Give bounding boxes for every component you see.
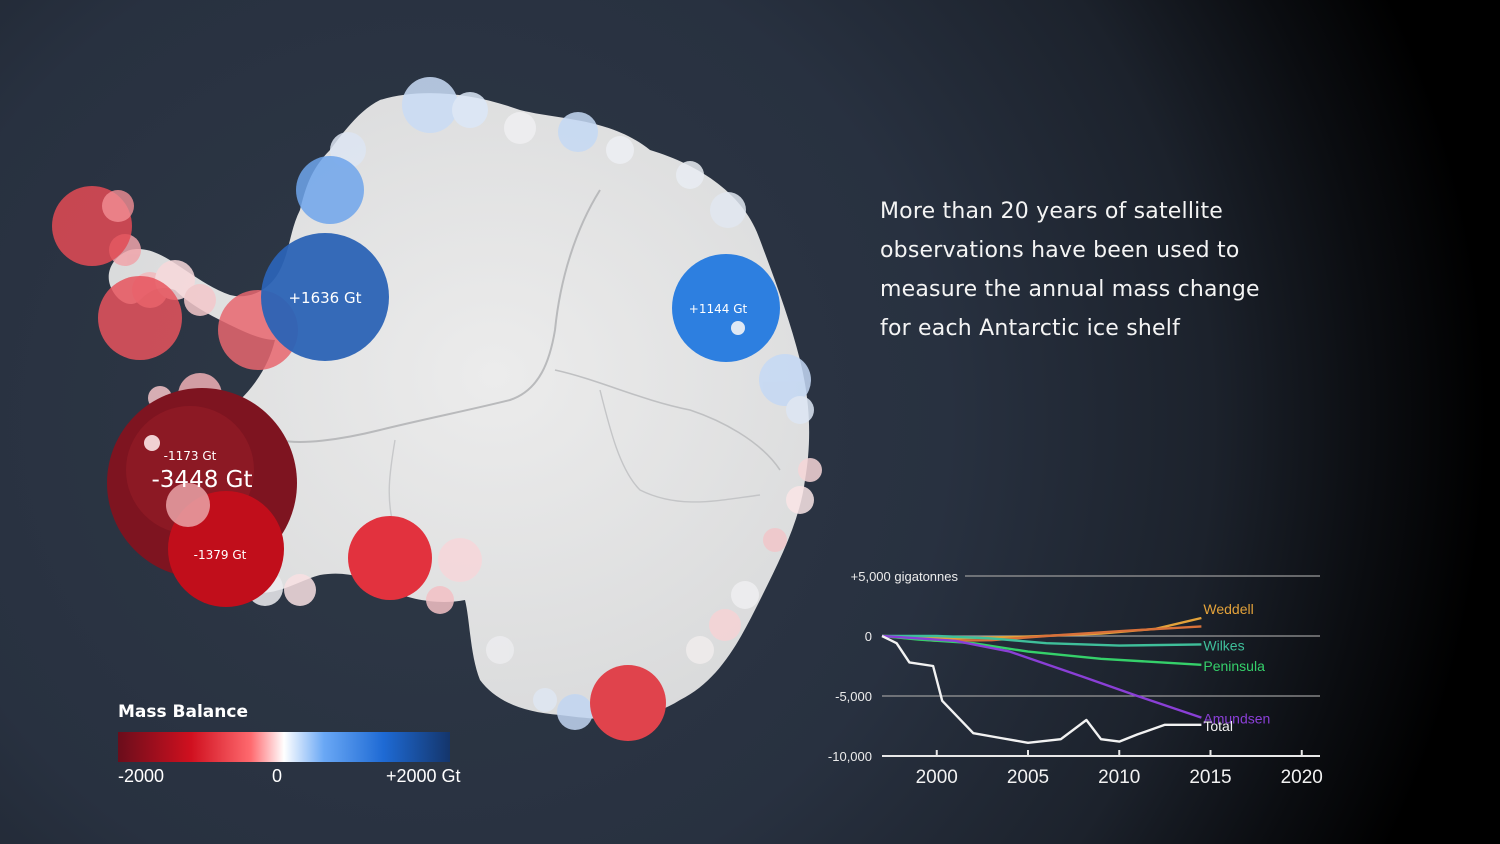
chart-y-tick-label: -10,000 <box>828 749 872 764</box>
headline-line-2: observations have been used to <box>880 238 1240 263</box>
headline-line-3: measure the annual mass change <box>880 277 1260 302</box>
bubble-larsen <box>98 276 182 360</box>
bubble-wilkes <box>590 665 666 741</box>
legend-color-scale <box>118 732 450 762</box>
chart-y-tick-label: 0 <box>865 629 872 644</box>
major-bubbles <box>52 156 780 741</box>
bubble-label-getz: -1379 Gt <box>194 548 247 562</box>
chart-x-tick-label: 2010 <box>1098 767 1140 788</box>
chart-series-line-total <box>881 634 1202 744</box>
ice-divide-line <box>279 189 601 443</box>
headline-line-1: More than 20 years of satellite <box>880 199 1224 224</box>
headline-text: More than 20 years of satellite observat… <box>880 192 1320 348</box>
legend-title: Mass Balance <box>118 702 248 722</box>
bubble-weddell-east <box>296 156 364 224</box>
ice-divide-line-2 <box>554 369 781 471</box>
mass-balance-legend: Mass Balance -2000 0 +2000 Gt <box>118 702 488 792</box>
headline-line-4: for each Antarctic ice shelf <box>880 316 1181 341</box>
chart-series-label-amundsen: Amundsen <box>1203 711 1270 727</box>
bubble-label-filchner: +1636 Gt <box>288 289 361 307</box>
chart-series-label-peninsula: Peninsula <box>1203 658 1265 674</box>
bubble-label-amundsen: -3448 Gt <box>152 467 253 493</box>
chart-x-tick-label: 2020 <box>1281 767 1323 788</box>
legend-mid-label: 0 <box>272 766 283 786</box>
chart-y-tick-label: +5,000 gigatonnes <box>851 569 959 584</box>
chart-x-tick-label: 2015 <box>1189 767 1231 788</box>
chart-y-tick-label: -5,000 <box>835 689 872 704</box>
bubble-ross <box>348 516 432 600</box>
legend-max-label: +2000 Gt <box>386 766 461 786</box>
bubble-label-pine: -1173 Gt <box>164 449 217 463</box>
chart-series-label-weddell: Weddell <box>1203 601 1253 617</box>
bubble-label-amery: +1144 Gt <box>689 302 748 316</box>
bubble-amery <box>672 254 780 362</box>
chart-series-line-amundsen <box>881 634 1202 719</box>
chart-series-line-wilkes <box>882 634 1202 647</box>
chart-series-label-total: Total <box>1203 718 1233 734</box>
chart-x-tick-label: 2005 <box>1007 767 1049 788</box>
bubble-filchner <box>261 233 389 361</box>
antarctica-landmass <box>108 93 810 720</box>
chart-series-label-wilkes: Wilkes <box>1203 637 1244 653</box>
legend-min-label: -2000 <box>118 766 165 786</box>
bubble-label-group: +1636 Gt +1144 Gt -1173 Gt -3448 Gt -137… <box>152 289 748 562</box>
chart-x-tick-label: 2000 <box>916 767 958 788</box>
ice-divide-line-3 <box>599 389 761 503</box>
